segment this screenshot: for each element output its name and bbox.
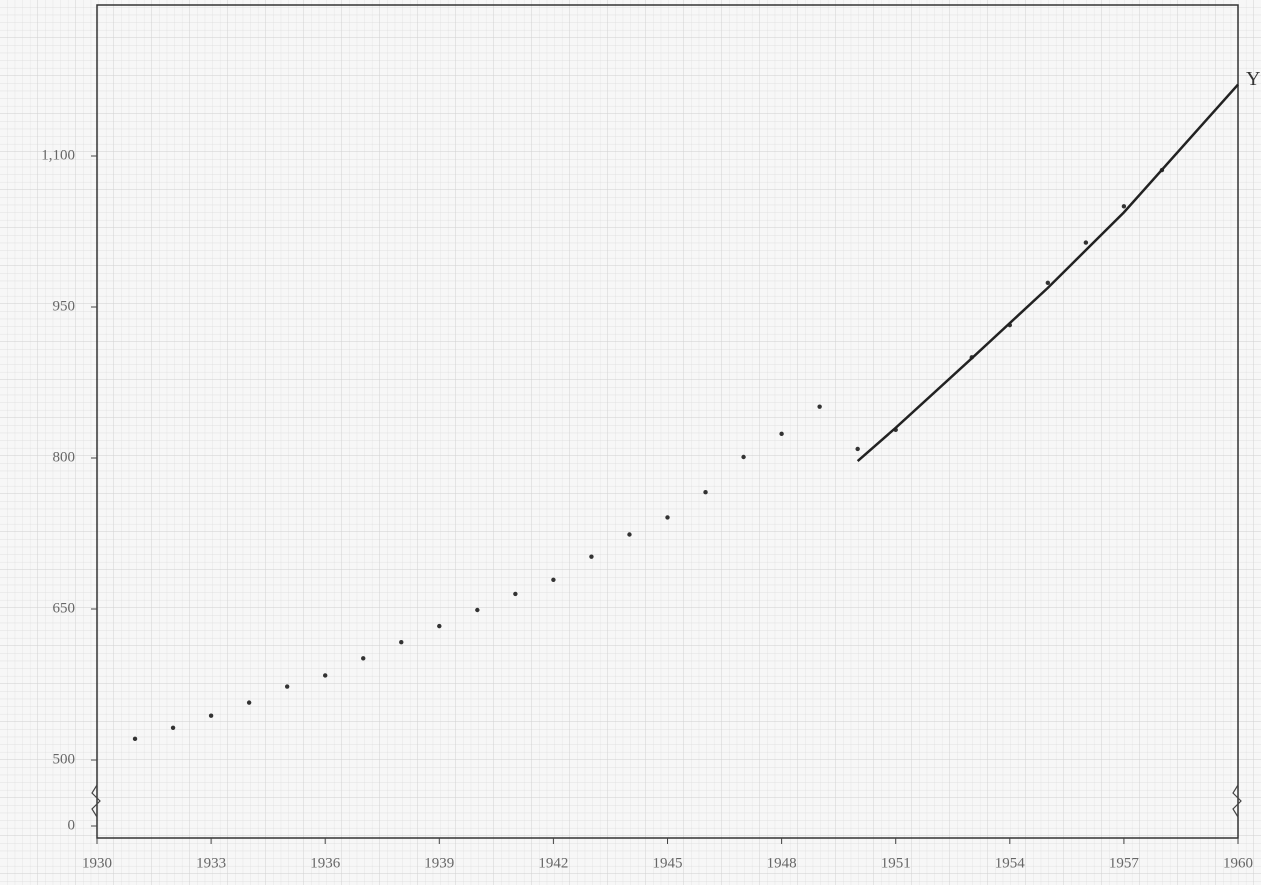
data-point bbox=[475, 607, 480, 613]
x-tick-label: 1948 bbox=[767, 855, 797, 871]
data-point bbox=[208, 713, 214, 718]
data-point bbox=[284, 684, 290, 689]
axis-break-right bbox=[1232, 784, 1242, 818]
x-tick-label: 1951 bbox=[881, 855, 911, 871]
x-tick-label: 1936 bbox=[310, 855, 341, 871]
data-point bbox=[1045, 280, 1051, 286]
y-tick-label: 800 bbox=[53, 449, 76, 465]
data-point bbox=[703, 490, 708, 495]
data-point bbox=[665, 515, 670, 520]
data-point bbox=[399, 640, 404, 645]
data-point bbox=[1121, 204, 1127, 209]
x-tick-label: 1960 bbox=[1223, 855, 1253, 871]
data-point bbox=[817, 404, 822, 409]
data-point bbox=[361, 656, 366, 661]
x-tick-label: 1954 bbox=[995, 855, 1026, 871]
x-tick-label: 1945 bbox=[653, 855, 683, 871]
y-tick-label: 650 bbox=[53, 600, 76, 616]
y-tick-label: 0 bbox=[68, 817, 76, 833]
x-tick-label: 1933 bbox=[196, 855, 226, 871]
data-point bbox=[741, 454, 746, 460]
data-point bbox=[855, 446, 860, 452]
axis-break-left bbox=[91, 784, 101, 818]
data-point bbox=[551, 577, 556, 583]
x-tick-label: 1957 bbox=[1109, 855, 1140, 871]
x-tick-label: 1930 bbox=[82, 855, 112, 871]
data-point bbox=[779, 431, 784, 437]
y-tick-label: 950 bbox=[53, 298, 76, 314]
data-point bbox=[246, 700, 252, 705]
data-point bbox=[170, 725, 176, 730]
annotation: Y bbox=[1246, 68, 1260, 90]
x-tick-label: 1939 bbox=[424, 855, 454, 871]
data-point bbox=[627, 532, 632, 537]
data-point bbox=[589, 554, 594, 559]
data-point bbox=[323, 673, 328, 678]
y-tick-label: 1,100 bbox=[41, 147, 75, 163]
x-tick-label: 1942 bbox=[538, 855, 568, 871]
data-point bbox=[1083, 240, 1089, 245]
trend-line bbox=[856, 83, 1239, 462]
data-point bbox=[437, 623, 442, 629]
data-point bbox=[132, 736, 138, 742]
y-tick-label: 500 bbox=[53, 751, 76, 767]
data-point bbox=[513, 591, 518, 597]
